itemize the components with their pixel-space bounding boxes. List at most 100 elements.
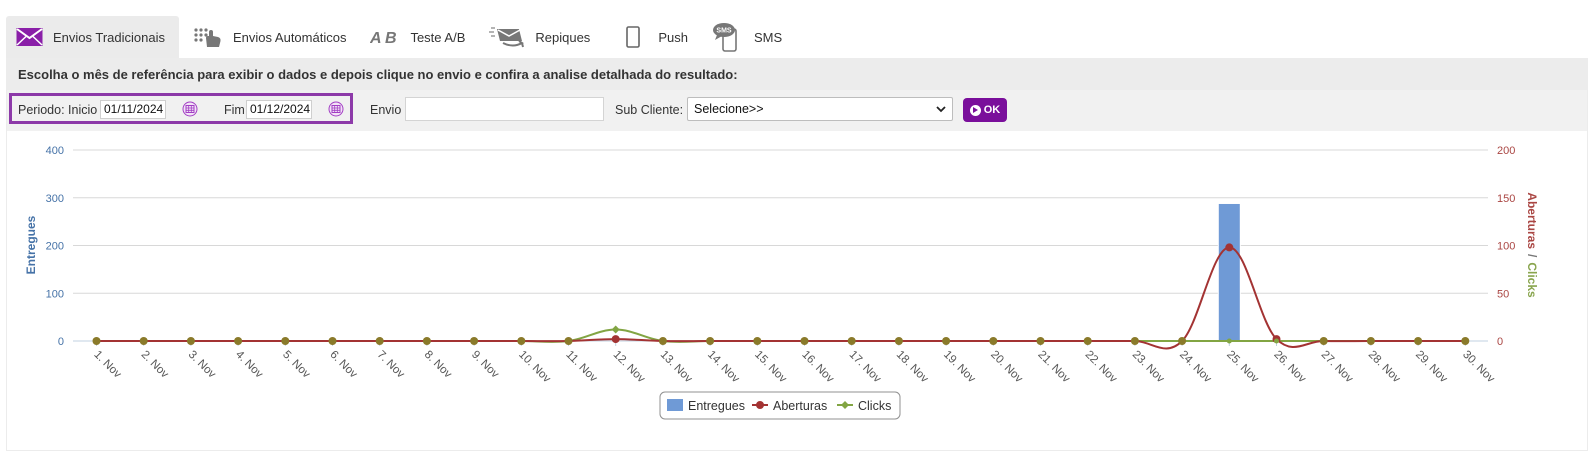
chart-legend: Entregues Aberturas Clicks	[659, 391, 901, 420]
x-tick-label: 20. Nov	[988, 349, 1025, 386]
inicio-date-field[interactable]: 01/11/2024	[100, 100, 166, 119]
marker-zero	[281, 337, 290, 345]
marker-zero	[1319, 337, 1328, 345]
x-tick-label: 19. Nov	[941, 349, 978, 386]
period-filter: Periodo: Inicio 01/11/2024 Fim 01/12/202…	[9, 93, 353, 124]
x-tick-label: 15. Nov	[752, 349, 789, 386]
x-tick-label: 17. Nov	[847, 349, 884, 386]
x-tick-label: 7. Nov	[375, 349, 407, 381]
fim-label: Fim	[224, 103, 245, 117]
y-right-tick-label: 50	[1497, 288, 1509, 300]
chevron-down-icon	[936, 102, 946, 116]
ok-button-label: OK	[983, 104, 1001, 116]
y-right-tick-label: 200	[1497, 145, 1515, 157]
marker-zero	[1130, 337, 1139, 345]
tab-label: Teste A/B	[410, 29, 466, 45]
x-tick-label: 22. Nov	[1083, 349, 1120, 386]
marker-zero	[470, 337, 479, 345]
ok-button[interactable]: OK	[963, 98, 1007, 122]
x-tick-label: 18. Nov	[894, 349, 931, 386]
fim-date-field[interactable]: 01/12/2024	[246, 100, 312, 119]
x-tick-label: 10. Nov	[516, 349, 553, 386]
marker-zero	[800, 337, 809, 345]
y-left-tick-label: 100	[46, 288, 64, 300]
sms-phone-icon: SMS	[712, 22, 744, 52]
y-right-axis-title-part2: Clicks	[1525, 262, 1539, 298]
legend-box	[659, 391, 901, 420]
marker-zero	[1226, 338, 1232, 344]
x-tick-label: 24. Nov	[1177, 349, 1214, 386]
x-tick-label: 6. Nov	[327, 349, 359, 381]
y-left-tick-label: 300	[46, 193, 64, 205]
marker-zero	[92, 337, 101, 345]
marker-zero	[989, 337, 998, 345]
x-tick-label: 27. Nov	[1319, 349, 1356, 386]
envio-input[interactable]	[405, 97, 604, 121]
line-aberturas	[96, 246, 1466, 350]
legend-aberturas-marker	[756, 401, 764, 409]
svg-text:A: A	[370, 30, 382, 45]
tab-envios-tradicionais[interactable]: Envios Tradicionais	[6, 16, 179, 58]
tab-sms[interactable]: SMS SMS	[702, 16, 792, 58]
y-right-axis-title: Aberturas / Clicks	[1525, 192, 1539, 298]
sub-cliente-selected-value: Selecione>>	[694, 102, 764, 116]
tab-envios-automaticos[interactable]: Envios Automáticos	[183, 16, 356, 58]
x-tick-label: 13. Nov	[658, 349, 695, 386]
x-tick-label: 5. Nov	[280, 349, 312, 381]
legend-entregues-label: Entregues	[688, 399, 745, 413]
marker-zero	[658, 337, 667, 345]
y-left-tick-label: 0	[58, 336, 64, 348]
x-tick-label: 29. Nov	[1413, 349, 1450, 386]
x-tick-label: 8. Nov	[422, 349, 454, 381]
marker-zero	[234, 337, 243, 345]
y-left-axis-title: Entregues	[24, 215, 38, 274]
x-tick-label: 11. Nov	[563, 349, 599, 385]
marker-aberturas	[1225, 243, 1234, 252]
y-right-tick-label: 150	[1497, 193, 1515, 205]
sub-cliente-select[interactable]: Selecione>>	[687, 97, 953, 121]
legend-clicks-marker	[841, 401, 849, 409]
automation-hand-icon	[193, 26, 223, 48]
marker-aberturas	[611, 335, 620, 344]
x-tick-label: 4. Nov	[233, 349, 265, 381]
marker-zero	[1274, 338, 1279, 344]
marker-zero	[847, 337, 856, 345]
marker-zero	[186, 337, 195, 345]
x-tick-label: 1. Nov	[91, 349, 123, 381]
x-tick-label: 12. Nov	[611, 349, 648, 386]
tab-push[interactable]: Push	[604, 16, 698, 58]
periodo-label: Periodo: Inicio	[18, 103, 98, 117]
play-icon	[969, 104, 981, 116]
envio-label: Envio	[370, 103, 402, 117]
resend-envelope-icon	[489, 25, 525, 49]
marker-zero	[1414, 337, 1423, 345]
y-right-tick-label: 100	[1497, 241, 1515, 253]
legend-aberturas-label: Aberturas	[773, 399, 827, 413]
y-left-tick-label: 400	[46, 145, 64, 157]
ab-icon: A B	[370, 29, 400, 45]
calendar-icon[interactable]	[182, 101, 198, 117]
x-tick-label: 21. Nov	[1035, 349, 1072, 386]
marker-zero	[1461, 337, 1470, 345]
marker-zero	[1366, 337, 1375, 345]
mobile-phone-icon	[626, 26, 641, 48]
tab-teste-ab[interactable]: A B Teste A/B	[360, 16, 475, 58]
calendar-icon[interactable]	[328, 101, 344, 117]
x-tick-label: 14. Nov	[705, 349, 742, 386]
envelope-icon	[16, 27, 43, 47]
marker-zero	[564, 337, 573, 345]
instructions-text: Escolha o mês de referência para exibir …	[7, 59, 1587, 90]
tab-repiques[interactable]: Repiques	[479, 16, 600, 58]
filter-bar: Periodo: Inicio 01/11/2024 Fim 01/12/202…	[7, 90, 1587, 131]
legend-clicks-label: Clicks	[858, 399, 891, 413]
x-tick-label: 2. Nov	[139, 349, 171, 381]
tab-label: Repiques	[535, 29, 591, 45]
tab-label: SMS	[753, 29, 783, 45]
marker-zero	[422, 337, 431, 345]
svg-text:B: B	[385, 30, 397, 45]
marker-zero	[942, 337, 951, 345]
y-right-tick-label: 0	[1497, 336, 1503, 348]
x-tick-label: 9. Nov	[469, 349, 501, 381]
y-left-tick-label: 200	[46, 241, 64, 253]
